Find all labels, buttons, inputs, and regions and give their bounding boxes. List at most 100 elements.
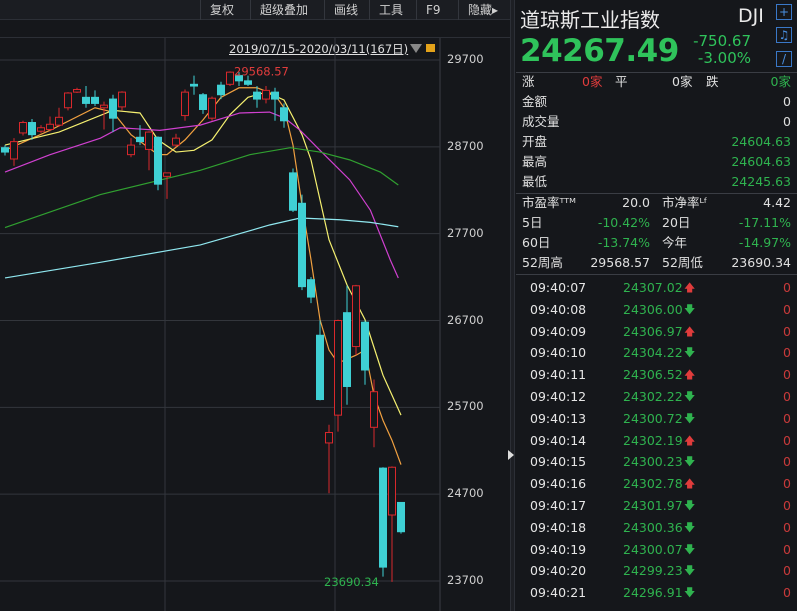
candle [10,141,18,160]
up-label: 涨 [522,74,535,89]
candle [19,122,27,134]
y-tick-label: 27700 [447,225,484,240]
metric-label: 52周高 [522,255,563,270]
candlestick-chart[interactable]: 29568.57 23690.34 [0,38,510,611]
tick-volume: 0 [783,301,791,317]
candle [64,92,72,109]
stat-row: 开盘 24604.63 [516,132,797,152]
metric-label: 20日 [662,215,691,230]
tick-time: 09:40:20 [530,563,587,579]
tick-time: 09:40:14 [530,432,587,448]
arrow-down-icon: 🡇 [684,390,696,403]
arrow-up-icon: 🡅 [684,477,696,491]
panel-divider[interactable] [510,0,515,611]
candle [370,391,378,428]
candle [343,312,351,387]
chart-subbar [0,21,510,38]
tick-time: 09:40:19 [530,541,587,557]
tick-volume: 0 [783,410,791,426]
y-tick-label: 26700 [447,312,484,327]
arrow-down-icon: 🡇 [684,499,696,512]
tick-time: 09:40:08 [530,301,587,317]
arrow-up-icon: 🡅 [684,281,696,294]
stat-value: 24604.63 [731,154,791,169]
stat-label: 开盘 [522,134,548,149]
arrow-down-icon: 🡇 [684,455,696,469]
candle [253,91,261,100]
moving-average-line [4,217,399,279]
tick-price: 24306.97 [623,323,683,339]
tick-price: 24300.72 [623,410,683,426]
candle [262,89,270,100]
tick-price: 24302.22 [623,389,683,404]
quote-panel: 道琼斯工业指数 DJI + ♫ / 24267.49 -750.67 -3.00… [516,0,797,611]
candle [388,466,396,516]
candle [352,285,360,348]
candle [163,172,171,177]
lock-icon[interactable] [426,44,435,52]
breadth-row: 涨 0家 平 0家 跌 0家 [516,72,797,92]
candle [235,75,243,82]
up-count: 0家 [582,74,603,89]
tick-row: 09:40:15 24300.23 🡇 0 [516,451,797,472]
tick-row: 09:40:09 24306.97 🡅 0 [516,321,797,342]
tick-volume: 0 [783,389,791,404]
down-count: 0家 [770,74,791,89]
hide-button[interactable]: 隐藏▸ [458,0,507,20]
candle [100,104,108,109]
stat-value: 24604.63 [731,134,791,149]
arrow-down-icon: 🡇 [684,586,696,600]
arrow-up-icon: 🡅 [684,433,696,447]
candle [1,147,9,153]
bell-icon[interactable]: ♫ [776,27,792,43]
plus-icon[interactable]: + [776,4,792,20]
metric-value: 23690.34 [731,255,791,270]
tick-price: 24306.52 [623,367,683,383]
pencil-icon[interactable]: / [776,51,792,67]
tick-volume: 0 [783,345,791,361]
super-overlay-button[interactable]: 超级叠加 [250,0,317,20]
tick-row: 09:40:07 24307.02 🡅 0 [516,277,797,298]
collapse-arrow-icon[interactable] [508,450,514,460]
tick-price: 24300.36 [623,519,683,535]
chart-toolbar: 复权 超级叠加 画线 工具 F9 隐藏▸ [0,0,510,20]
tick-row: 09:40:17 24301.97 🡇 0 [516,495,797,516]
arrow-down-icon: 🡇 [684,302,696,316]
tools-button[interactable]: 工具 [369,0,412,20]
tick-time: 09:40:16 [530,476,587,492]
candle [82,96,90,104]
tick-time: 09:40:21 [530,585,587,601]
tick-row: 09:40:13 24300.72 🡇 0 [516,408,797,429]
tick-price: 24296.91 [623,585,683,601]
date-range-link[interactable]: 2019/07/15-2020/03/11(167日) [229,42,409,56]
dropdown-triangle-icon[interactable] [410,44,422,53]
candle [298,202,306,288]
tick-time: 09:40:11 [530,367,587,383]
candle [397,501,405,533]
tick-time: 09:40:17 [530,498,587,513]
metric-value: 20.0 [622,195,650,210]
candle [37,127,45,132]
candle [217,84,225,96]
metric-value: 4.42 [763,195,791,210]
tick-volume: 0 [783,563,791,579]
tick-price: 24302.19 [623,432,683,448]
tick-price: 24301.97 [623,498,683,513]
tick-row: 09:40:10 24304.22 🡇 0 [516,342,797,363]
change-value: -750.67 [693,32,751,50]
candle [379,467,387,568]
f9-button[interactable]: F9 [416,0,450,20]
tick-price: 24307.02 [623,280,683,295]
tick-row: 09:40:21 24296.91 🡇 0 [516,582,797,603]
y-tick-label: 25700 [447,399,484,414]
tick-volume: 0 [783,541,791,557]
stat-value: 0 [783,94,791,109]
draw-line-button[interactable]: 画线 [324,0,367,20]
candle [226,71,234,85]
candle [136,136,144,143]
flat-count: 0家 [672,74,693,89]
tick-time: 09:40:09 [530,323,587,339]
tick-price: 24302.78 [623,476,683,492]
metric-label: 市净率ᴸᶠ [662,195,708,210]
restore-rights-button[interactable]: 复权 [200,0,243,20]
